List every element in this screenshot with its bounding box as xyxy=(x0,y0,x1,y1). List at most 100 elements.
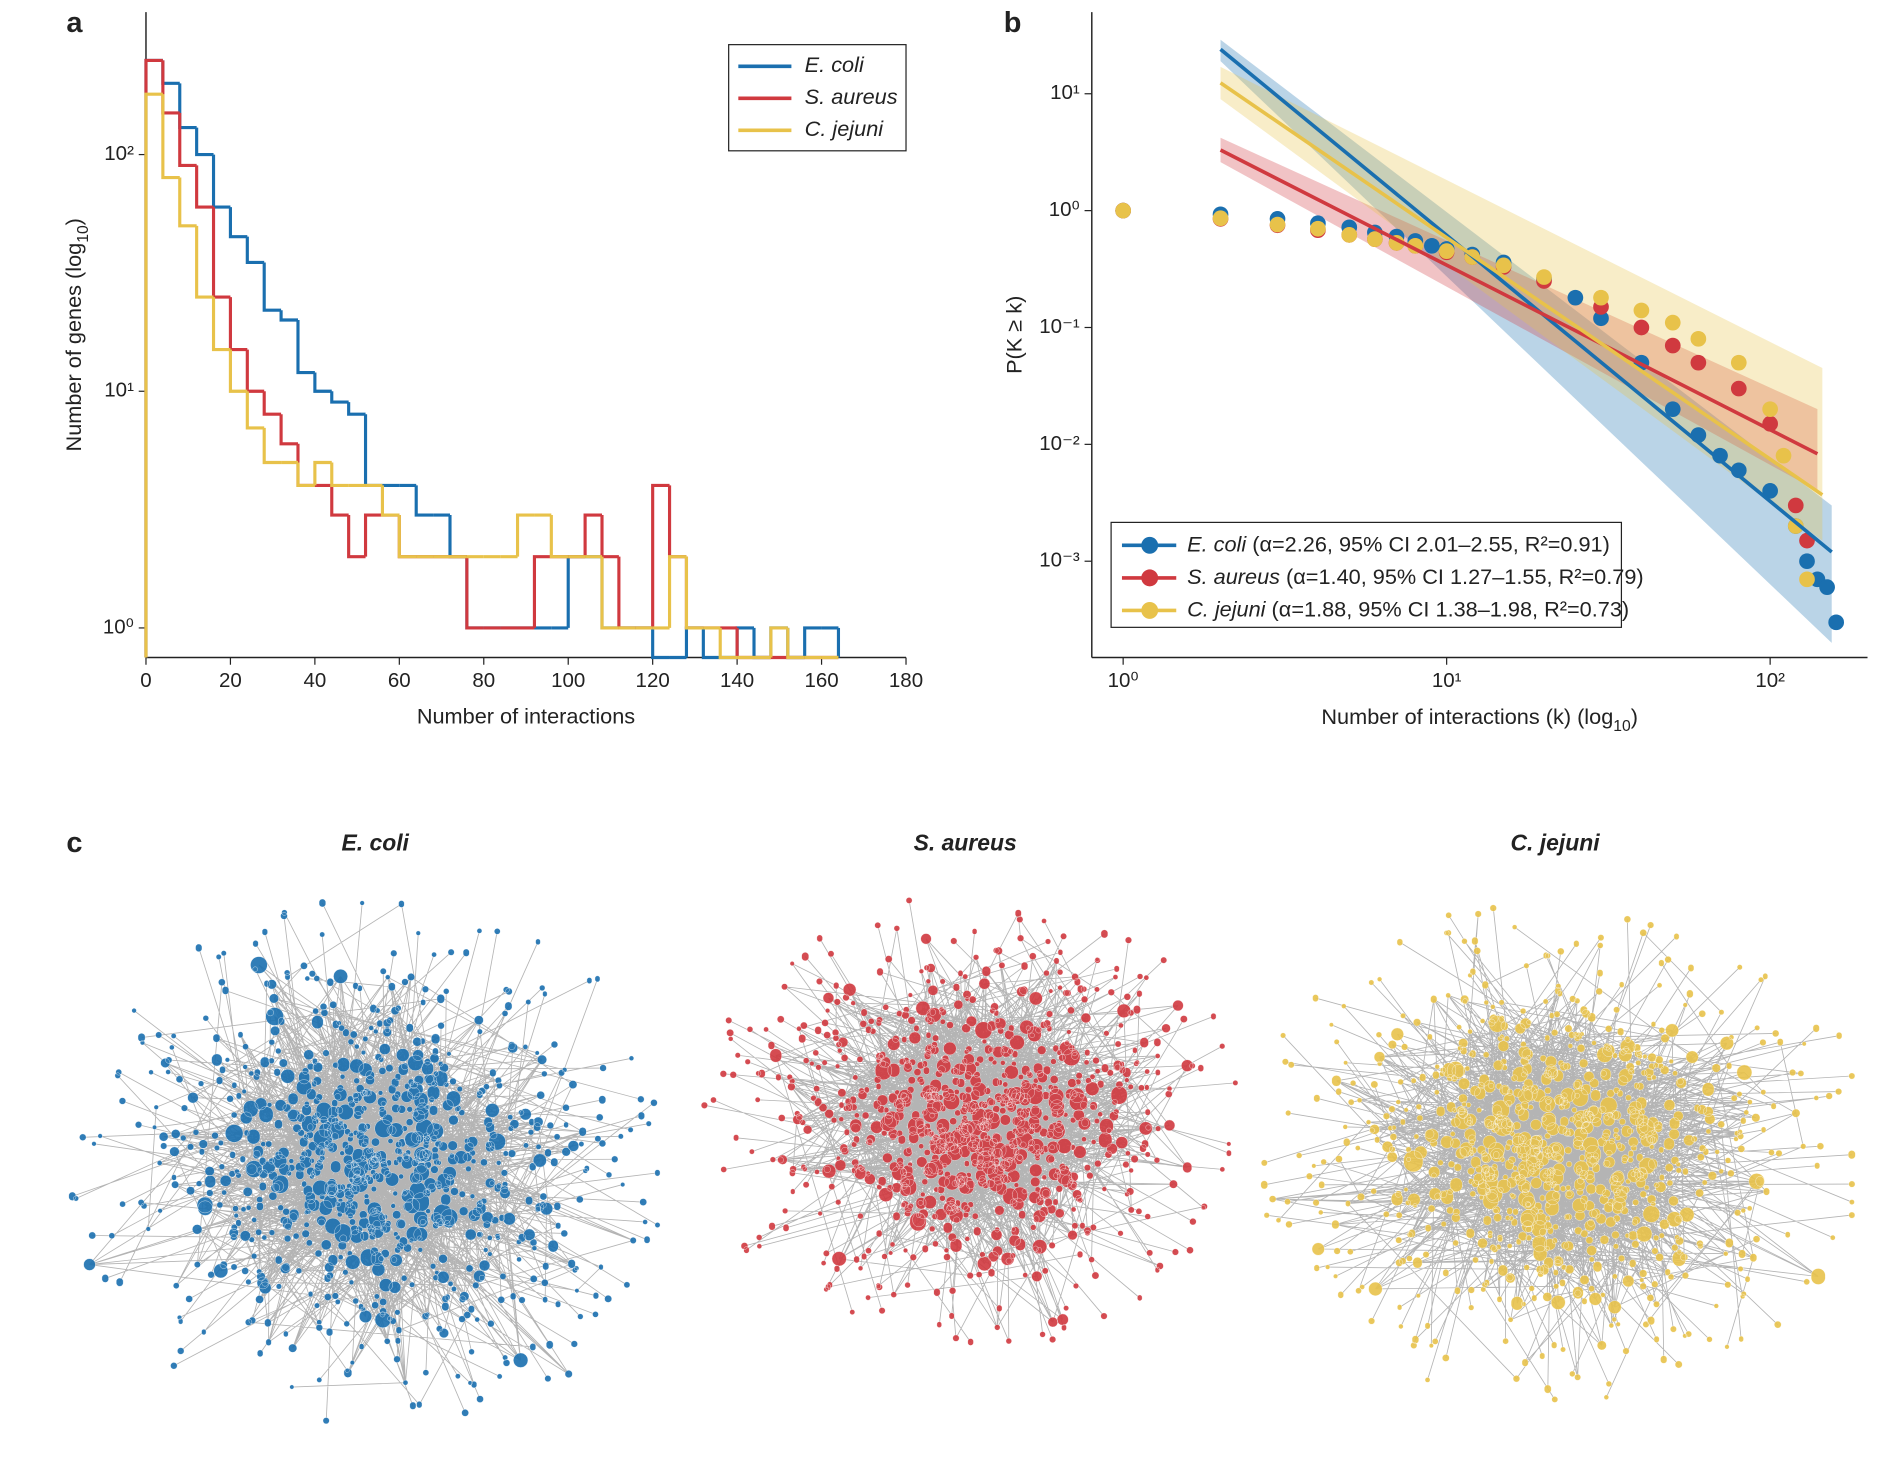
legend-name: E. coli xyxy=(1187,531,1247,556)
network-title: S. aureus xyxy=(914,830,1017,856)
y-tick-label: 10¹ xyxy=(1050,81,1080,104)
histogram-step xyxy=(296,443,315,488)
legend-annotation: (α=1.40, 95% CI 1.27–1.55, R²=0.79) xyxy=(1286,564,1644,589)
histogram-step xyxy=(211,297,231,352)
histogram-step xyxy=(684,556,704,630)
histogram-step xyxy=(330,391,349,404)
histogram-step xyxy=(347,402,366,416)
legend-label: C. jejuni (α=1.88, 95% CI 1.38–1.98, R²=0… xyxy=(1187,596,1629,621)
data-point xyxy=(1633,302,1650,319)
histogram-step xyxy=(279,414,298,446)
histogram-step xyxy=(617,556,636,630)
network xyxy=(700,897,1239,1346)
data-point xyxy=(1690,330,1707,347)
x-tick-label: 120 xyxy=(636,669,670,692)
y-tick-label: 10⁻² xyxy=(1039,432,1080,455)
histogram-step xyxy=(296,320,315,375)
x-tick-label: 10⁰ xyxy=(1108,669,1139,692)
fit-band xyxy=(1220,39,1832,643)
data-point xyxy=(1787,518,1804,534)
histogram-step xyxy=(161,60,180,85)
histogram-step xyxy=(684,556,704,630)
data-point xyxy=(1664,401,1681,418)
histogram-step xyxy=(600,556,619,630)
data-point xyxy=(1664,314,1681,331)
histogram-step xyxy=(228,207,248,239)
x-tick-label: 20 xyxy=(219,669,242,692)
histogram-step xyxy=(211,207,231,299)
legend: E. coli (α=2.26, 95% CI 2.01–2.55, R²=0.9… xyxy=(1110,521,1644,628)
histogram-step xyxy=(532,555,552,628)
histogram-step xyxy=(144,58,163,658)
legend-label: S. aureus (α=1.40, 95% CI 1.27–1.55, R²=0… xyxy=(1187,564,1644,589)
network-nodes xyxy=(68,898,661,1425)
legend-marker xyxy=(1141,602,1159,619)
data-point xyxy=(1212,210,1229,227)
data-point xyxy=(1664,337,1681,354)
axis-label: Number of interactions (k) (log10) xyxy=(1321,704,1638,735)
histogram-step xyxy=(347,515,366,559)
histogram-step xyxy=(769,626,788,658)
x-tick-label: 100 xyxy=(551,669,585,692)
data-point xyxy=(1787,497,1804,514)
x-tick-label: 80 xyxy=(472,669,495,692)
histogram-step xyxy=(515,513,535,557)
panel-label: a xyxy=(66,7,83,39)
histogram-step xyxy=(330,485,349,517)
network-title: E. coli xyxy=(341,830,409,856)
y-tick-label: 10¹ xyxy=(104,379,134,402)
histogram-step xyxy=(228,349,248,393)
histogram-step xyxy=(262,427,282,465)
data-point xyxy=(1367,231,1383,247)
histogram-step xyxy=(549,515,569,559)
histogram-step xyxy=(718,627,738,660)
data-point xyxy=(1730,380,1747,397)
y-tick-label: 10⁻¹ xyxy=(1039,315,1080,338)
x-tick-label: 180 xyxy=(889,669,923,692)
histogram-step xyxy=(195,165,214,209)
network xyxy=(68,898,661,1425)
histogram-step xyxy=(397,515,417,559)
data-point xyxy=(1762,483,1778,499)
data-point xyxy=(1310,220,1326,237)
axis-label-text: Number of interactions (k) (log xyxy=(1321,704,1613,729)
histogram-step xyxy=(245,236,265,265)
histogram-step xyxy=(144,58,163,658)
legend-annotation: (α=2.26, 95% CI 2.01–2.55, R²=0.91) xyxy=(1252,531,1610,556)
histogram-step xyxy=(583,513,602,557)
x-tick-label: 160 xyxy=(804,669,838,692)
histogram-step xyxy=(465,556,484,630)
network-nodes xyxy=(700,897,1239,1346)
histogram-step xyxy=(701,627,721,660)
x-tick-label: 140 xyxy=(720,669,754,692)
data-point xyxy=(1438,243,1455,259)
histogram-step xyxy=(735,626,755,658)
histogram-step xyxy=(651,627,670,660)
x-tick-label: 10¹ xyxy=(1432,669,1462,692)
histogram-step xyxy=(161,60,180,115)
data-point xyxy=(1593,310,1609,327)
x-tick-label: 10² xyxy=(1755,669,1785,692)
legend-label: C. jejuni xyxy=(805,116,885,141)
histogram-step xyxy=(262,391,282,416)
histogram-step xyxy=(195,225,214,299)
histogram-step xyxy=(667,485,687,559)
data-point xyxy=(1424,237,1440,254)
x-tick-label: 60 xyxy=(388,669,411,692)
network-nodes xyxy=(1260,904,1856,1403)
histogram-step xyxy=(178,112,197,167)
data-point xyxy=(1567,289,1584,306)
data-point xyxy=(1762,401,1778,418)
histogram-step xyxy=(178,83,197,130)
histogram-step xyxy=(786,627,805,660)
axis-label-sub: 10 xyxy=(74,225,91,243)
y-tick-label: 10² xyxy=(104,142,134,165)
histogram-step xyxy=(313,460,332,486)
axis-label: Number of interactions xyxy=(417,704,635,729)
data-point xyxy=(1712,447,1728,464)
data-point xyxy=(1819,579,1835,595)
data-point xyxy=(1799,553,1815,570)
histogram-step xyxy=(313,372,332,393)
axis-label-tail: ) xyxy=(1631,704,1638,729)
